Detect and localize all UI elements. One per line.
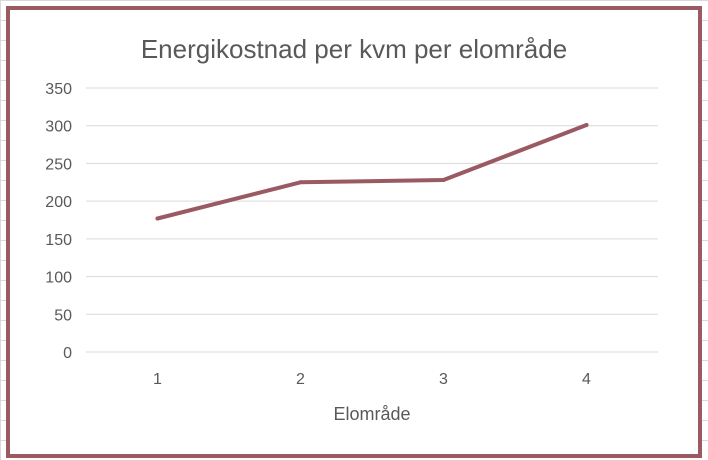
x-axis-title: Elområde bbox=[333, 404, 410, 424]
chart-title: Energikostnad per kvm per elområde bbox=[140, 34, 568, 64]
y-axis-ticks: 0 50 100 150 200 250 300 350 bbox=[45, 81, 72, 362]
y-tick-label: 0 bbox=[63, 345, 72, 362]
data-point bbox=[298, 180, 303, 185]
data-point bbox=[155, 216, 160, 221]
y-tick-label: 300 bbox=[45, 119, 72, 136]
x-tick-label: 4 bbox=[582, 371, 591, 388]
y-tick-label: 350 bbox=[45, 81, 72, 98]
series-line-0 bbox=[155, 123, 589, 221]
gridlines bbox=[86, 87, 658, 353]
y-tick-label: 150 bbox=[45, 232, 72, 249]
x-tick-label: 2 bbox=[296, 371, 305, 388]
chart-container[interactable]: Energikostnad per kvm per elområde 0 50 10… bbox=[6, 6, 702, 458]
data-point bbox=[441, 178, 446, 183]
series-lines bbox=[155, 122, 589, 221]
data-point bbox=[584, 122, 589, 127]
y-tick-label: 100 bbox=[45, 270, 72, 287]
x-tick-label: 1 bbox=[153, 371, 162, 388]
y-tick-label: 250 bbox=[45, 156, 72, 173]
x-axis-ticks: 1 2 3 4 bbox=[153, 371, 591, 388]
y-tick-label: 50 bbox=[54, 307, 72, 324]
y-tick-label: 200 bbox=[45, 194, 72, 211]
chart-plot-area: 0 50 100 150 200 250 300 350 1 2 3 4 Elområde bbox=[45, 81, 658, 424]
x-tick-label: 3 bbox=[439, 371, 448, 388]
